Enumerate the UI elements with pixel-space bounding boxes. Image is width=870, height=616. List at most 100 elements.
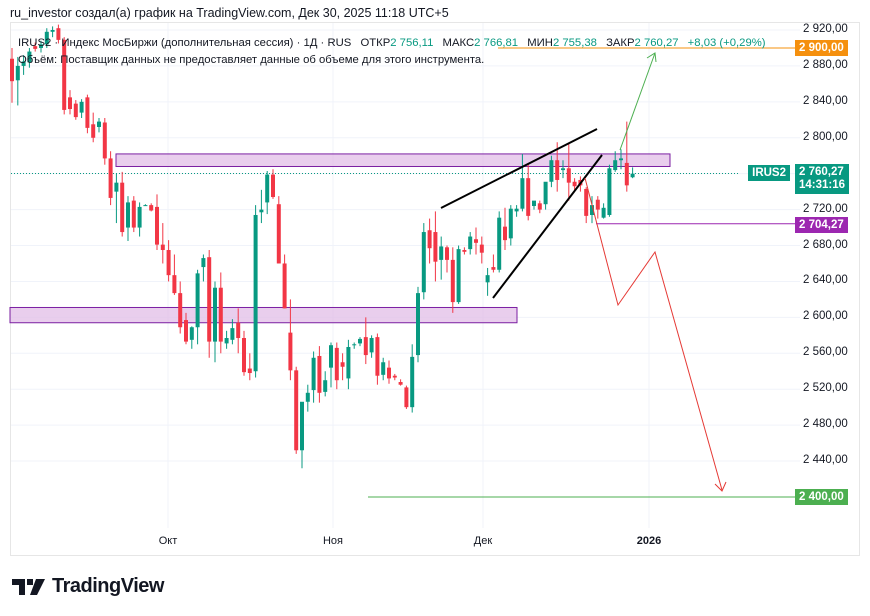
candle[interactable] [404, 385, 409, 409]
candle[interactable] [253, 205, 258, 378]
candle[interactable] [421, 223, 426, 300]
candle[interactable] [590, 196, 594, 224]
candle[interactable] [595, 196, 600, 219]
candle[interactable] [613, 151, 618, 172]
candle[interactable] [398, 379, 403, 386]
candle[interactable] [172, 254, 177, 295]
candle[interactable] [97, 118, 101, 133]
candle[interactable] [114, 173, 119, 224]
candle[interactable] [468, 232, 473, 255]
candle[interactable] [27, 47, 32, 68]
candle[interactable] [56, 24, 61, 44]
bearish-scenario-path[interactable] [584, 177, 723, 491]
candle[interactable] [508, 205, 513, 246]
candle[interactable] [410, 344, 415, 413]
candle[interactable] [85, 94, 90, 134]
candle[interactable] [39, 40, 43, 53]
candle[interactable] [120, 171, 125, 237]
candle[interactable] [526, 164, 531, 221]
candle[interactable] [15, 56, 20, 106]
wedge-lower-trendline[interactable] [492, 154, 603, 299]
candle[interactable] [294, 366, 299, 454]
candle[interactable] [207, 250, 212, 358]
candle[interactable] [532, 200, 536, 210]
candle[interactable] [334, 342, 339, 390]
candle[interactable] [288, 299, 293, 381]
candle[interactable] [195, 269, 200, 345]
candle[interactable] [108, 151, 113, 206]
candle[interactable] [439, 236, 444, 280]
wedge-upper-trendline[interactable] [440, 128, 598, 209]
candle[interactable] [555, 142, 560, 192]
candle[interactable] [21, 55, 26, 75]
candle[interactable] [381, 357, 386, 381]
legend-symbol[interactable]: IRUS2 [18, 37, 52, 49]
candle[interactable] [375, 333, 380, 385]
candle[interactable] [520, 153, 525, 212]
candle[interactable] [149, 203, 154, 212]
tradingview-logo[interactable]: TradingView [12, 575, 164, 598]
candle[interactable] [33, 42, 38, 52]
candle[interactable] [387, 360, 391, 384]
candle[interactable] [73, 100, 78, 120]
candle[interactable] [189, 326, 194, 349]
candle[interactable] [503, 207, 507, 251]
candle[interactable] [514, 205, 519, 217]
candle[interactable] [102, 118, 107, 165]
candle[interactable] [624, 121, 629, 192]
candle[interactable] [462, 247, 467, 255]
candle[interactable] [131, 196, 136, 233]
candle[interactable] [450, 247, 455, 313]
candle[interactable] [369, 335, 374, 358]
candle[interactable] [346, 339, 351, 390]
candle[interactable] [155, 194, 159, 251]
candle[interactable] [433, 211, 438, 282]
candle[interactable] [619, 149, 623, 170]
candle[interactable] [271, 169, 275, 199]
candle[interactable] [340, 353, 345, 381]
candle[interactable] [311, 351, 316, 403]
candle[interactable] [630, 167, 635, 179]
candle[interactable] [566, 144, 571, 201]
candle[interactable] [62, 37, 67, 115]
candle[interactable] [178, 281, 183, 334]
candle[interactable] [247, 353, 252, 381]
candle[interactable] [218, 272, 223, 354]
candle[interactable] [201, 254, 206, 282]
candle[interactable] [323, 371, 328, 397]
candle[interactable] [79, 99, 84, 119]
bullish-arrow-path[interactable] [619, 52, 656, 151]
candle[interactable] [143, 204, 148, 207]
candle[interactable] [392, 373, 397, 381]
candle[interactable] [479, 236, 484, 264]
resistance-zone[interactable] [9, 306, 518, 324]
candle[interactable] [10, 47, 14, 103]
candle[interactable] [44, 28, 49, 48]
candle[interactable] [363, 317, 368, 365]
candle[interactable] [561, 160, 565, 179]
candle[interactable] [242, 330, 246, 376]
candle[interactable] [276, 196, 281, 264]
candle[interactable] [126, 196, 130, 242]
candle[interactable] [236, 308, 241, 354]
candle[interactable] [549, 155, 554, 188]
candle[interactable] [601, 203, 606, 219]
candle[interactable] [160, 223, 165, 264]
candle[interactable] [230, 319, 235, 345]
candle[interactable] [607, 164, 612, 217]
candle[interactable] [166, 240, 171, 282]
candle[interactable] [317, 346, 322, 403]
candle[interactable] [474, 227, 478, 255]
candle[interactable] [137, 202, 142, 237]
candle[interactable] [497, 211, 502, 273]
candle[interactable] [184, 312, 188, 345]
chart-area[interactable] [10, 22, 860, 556]
candle[interactable] [91, 112, 96, 143]
candle[interactable] [213, 281, 217, 363]
candle[interactable] [584, 187, 589, 224]
candle[interactable] [68, 90, 72, 115]
candle[interactable] [259, 189, 264, 224]
candle[interactable] [427, 218, 432, 264]
candle[interactable] [358, 337, 362, 347]
candle[interactable] [543, 181, 548, 210]
